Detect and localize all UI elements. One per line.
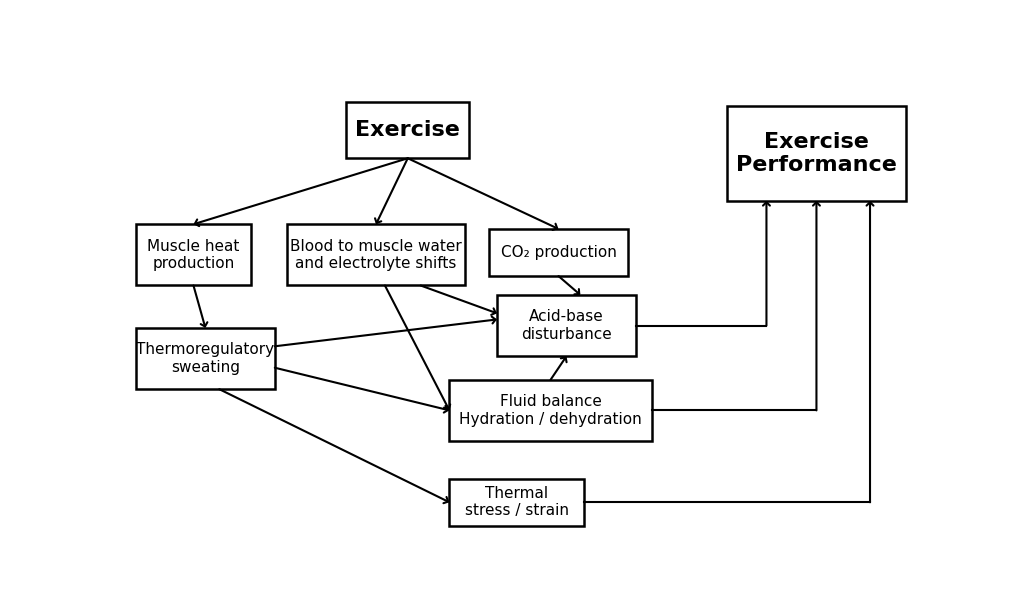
Text: Acid-base
disturbance: Acid-base disturbance xyxy=(521,309,611,341)
Bar xyxy=(497,295,636,356)
Text: Exercise: Exercise xyxy=(355,120,460,140)
Text: CO₂ production: CO₂ production xyxy=(501,245,616,260)
Text: Exercise
Performance: Exercise Performance xyxy=(736,132,897,175)
Bar xyxy=(136,224,251,285)
Bar xyxy=(287,224,465,285)
Bar xyxy=(727,106,905,201)
Bar xyxy=(346,102,469,159)
Text: Fluid balance
Hydration / dehydration: Fluid balance Hydration / dehydration xyxy=(459,394,642,427)
Bar xyxy=(489,229,628,276)
Bar xyxy=(136,328,274,389)
Text: Blood to muscle water
and electrolyte shifts: Blood to muscle water and electrolyte sh… xyxy=(290,239,462,271)
Bar xyxy=(450,479,585,526)
Text: Thermal
stress / strain: Thermal stress / strain xyxy=(465,486,569,518)
Bar xyxy=(450,379,652,441)
Text: Muscle heat
production: Muscle heat production xyxy=(147,239,240,271)
Text: Thermoregulatory
sweating: Thermoregulatory sweating xyxy=(136,342,274,375)
